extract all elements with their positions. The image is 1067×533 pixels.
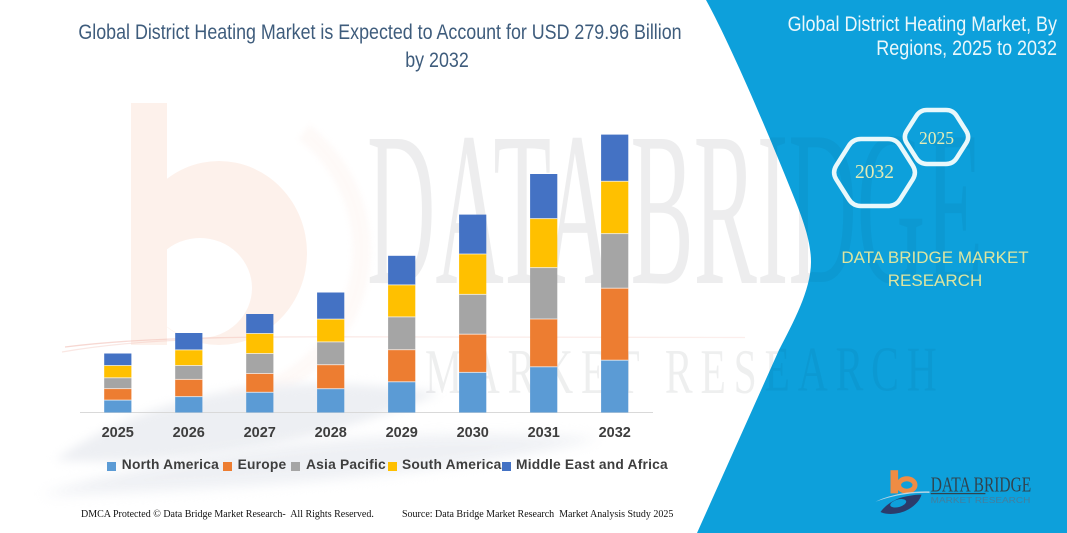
svg-text:MARKET RESEARCH: MARKET RESEARCH — [931, 495, 1031, 505]
svg-text:DATA BRIDGE: DATA BRIDGE — [931, 472, 1031, 496]
